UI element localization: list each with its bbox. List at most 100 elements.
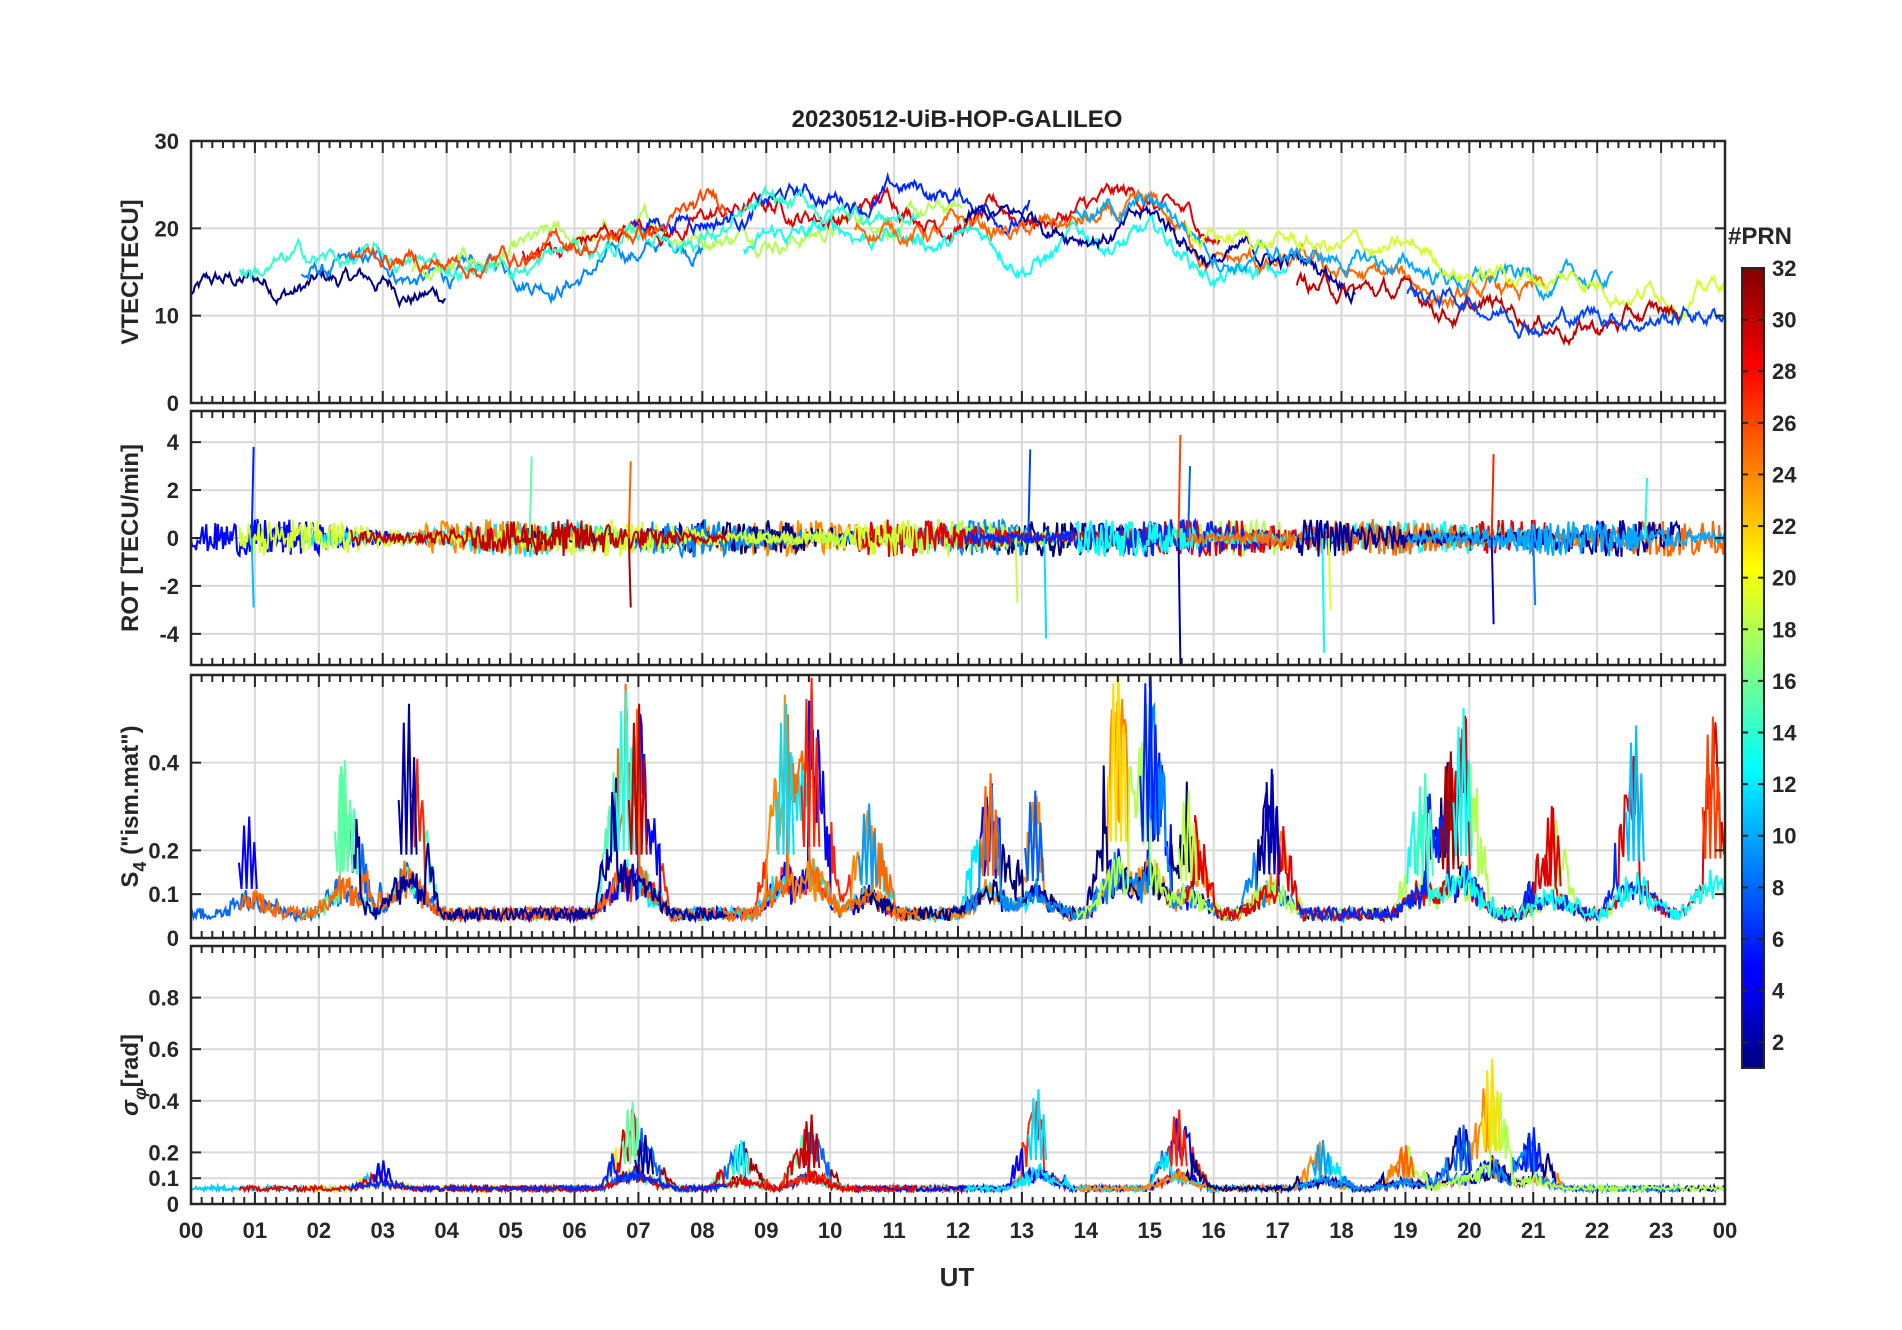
data-burst	[397, 703, 418, 855]
data-spike	[1187, 466, 1192, 539]
data-spike	[1490, 454, 1495, 539]
data-burst	[774, 703, 795, 855]
data-spike	[627, 537, 632, 608]
x-tick-label: 00	[1713, 1218, 1737, 1243]
series-rot	[191, 517, 1725, 560]
x-tick-label: 16	[1201, 1218, 1225, 1243]
series-line-prn-1	[1185, 1127, 1725, 1195]
y-axis-label-sigma_phi: σφ[rad]	[117, 1034, 150, 1116]
colorbar-tick-label: 10	[1772, 824, 1796, 849]
series-line-prn-30	[1295, 270, 1682, 347]
x-tick-label: 06	[562, 1218, 586, 1243]
panel-s4: 0 0.1 0.2 0.4S4 ("ism.mat")	[117, 673, 1727, 951]
x-ticks-vtec	[190, 141, 1726, 403]
chart-title: 20230512-UiB-HOP-GALILEO	[792, 106, 1123, 133]
data-burst	[333, 760, 354, 872]
y-tick-label: 0.2	[148, 838, 179, 863]
series-line-prn-13	[742, 211, 1289, 289]
data-spike	[1490, 537, 1495, 625]
x-tick-label: 17	[1265, 1218, 1289, 1243]
data-burst	[979, 773, 1000, 876]
data-burst	[1541, 807, 1562, 887]
data-burst	[800, 1114, 821, 1169]
series-line-prn-29	[521, 182, 1221, 267]
y-tick-label: 0.8	[148, 986, 179, 1011]
x-axis: 00 01 02 03 04 05 06 07 08 09 10 11 12 13 14 15 16 17 18 19…	[179, 1218, 1737, 1243]
x-tick-label: 12	[946, 1218, 970, 1243]
series-line-prn-6	[1296, 793, 1682, 923]
series-line-prn-10	[1074, 191, 1614, 302]
colorbar-tick-label: 4	[1772, 979, 1785, 1004]
x-tick-label: 20	[1457, 1218, 1481, 1243]
series-line-prn-2	[349, 777, 728, 924]
data-burst	[1452, 708, 1473, 857]
series-line-prn-10	[1406, 521, 1725, 557]
data-burst	[372, 1160, 393, 1183]
data-burst	[1624, 725, 1645, 862]
colorbar-tick-label: 14	[1772, 721, 1797, 746]
y-tick-label: 0	[167, 926, 179, 951]
data-burst	[1481, 1058, 1501, 1151]
x-tick-label: 15	[1138, 1218, 1162, 1243]
y-axis-label-vtec: VTEC[TECU]	[117, 199, 144, 344]
colorbar-tick-label: 30	[1772, 308, 1796, 333]
data-spike	[627, 461, 632, 539]
x-tick-label: 23	[1649, 1218, 1673, 1243]
colorbar-tick-label: 22	[1772, 514, 1796, 539]
data-spike	[1532, 537, 1537, 606]
y-tick-label: 4	[167, 430, 180, 455]
x-tick-label: 14	[1074, 1218, 1099, 1243]
data-spike	[1177, 434, 1182, 539]
data-burst	[1311, 1140, 1332, 1176]
y-tick-label: 30	[155, 129, 179, 154]
colorbar-label: #PRN	[1728, 223, 1792, 250]
series-sigma_phi	[191, 1088, 1725, 1195]
series-s4	[191, 675, 1725, 925]
x-tick-label: 10	[818, 1218, 842, 1243]
series-line-prn-2	[964, 204, 1356, 306]
data-burst	[1701, 716, 1722, 859]
data-burst	[237, 816, 258, 889]
colorbar-gradient	[1741, 267, 1765, 1069]
y-tick-label: 0.1	[148, 882, 179, 907]
data-burst	[1024, 790, 1044, 882]
series-line-prn-19	[1185, 223, 1725, 324]
y-tick-label: -2	[159, 574, 179, 599]
data-burst	[857, 803, 878, 886]
colorbar-tick-label: 32	[1772, 256, 1796, 281]
y-tick-label: 0	[167, 391, 179, 416]
panel-vtec: 0 10 20 30 VTEC[TECU]	[117, 129, 1727, 416]
data-spike	[1014, 537, 1019, 603]
data-spike	[250, 537, 255, 608]
y-tick-label: 0.1	[148, 1166, 179, 1191]
y-tick-label: 2	[167, 478, 179, 503]
x-tick-label: 05	[498, 1218, 522, 1243]
x-tick-label: 18	[1329, 1218, 1353, 1243]
data-spike	[1043, 537, 1048, 639]
data-burst	[730, 1140, 750, 1176]
data-spike	[250, 446, 255, 539]
x-tick-label: 04	[434, 1218, 459, 1243]
series-line-prn-14	[238, 184, 919, 284]
x-ticks-rot	[190, 411, 1726, 665]
panel-rot: -4 -2 0 2 4 ROT [TECU/min]	[117, 409, 1727, 667]
colorbar-tick-label: 12	[1772, 772, 1796, 797]
series-line-prn-7	[1406, 281, 1725, 340]
x-tick-label: 19	[1393, 1218, 1417, 1243]
data-burst	[1107, 675, 1128, 842]
x-tick-label: 01	[243, 1218, 267, 1243]
x-ticks-sigma_phi	[190, 946, 1726, 1204]
x-tick-label: 09	[754, 1218, 778, 1243]
y-tick-label: 0.2	[148, 1140, 179, 1165]
x-tick-label: 03	[371, 1218, 395, 1243]
data-spike	[1321, 537, 1326, 654]
data-burst	[1260, 768, 1281, 875]
y-tick-label: 0.4	[148, 1089, 179, 1114]
data-burst	[1027, 1089, 1048, 1161]
data-burst	[1414, 773, 1434, 876]
data-burst	[634, 1134, 655, 1175]
series-line-prn-30	[349, 519, 728, 556]
